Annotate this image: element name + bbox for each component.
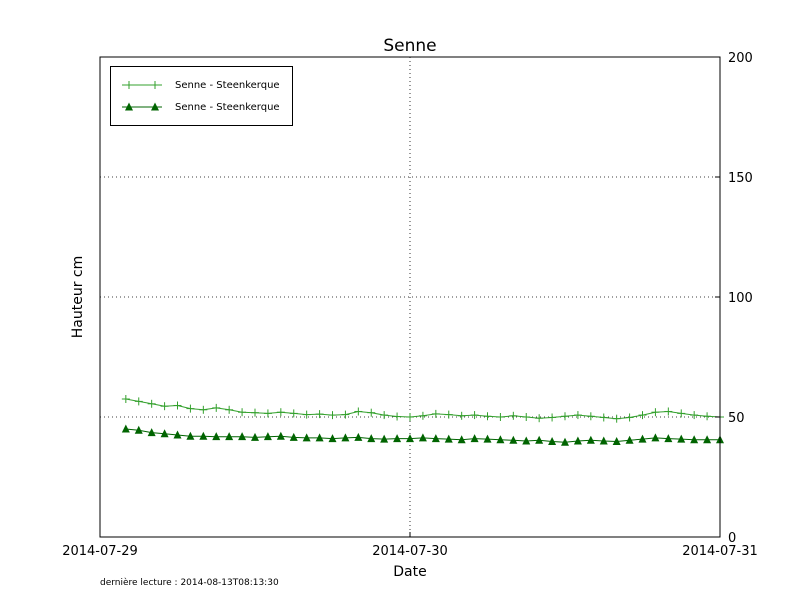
svg-text:100: 100 xyxy=(728,291,753,306)
svg-text:2014-07-31: 2014-07-31 xyxy=(682,544,758,559)
legend-triangle-marker-sample-icon xyxy=(122,102,162,111)
svg-text:2014-07-29: 2014-07-29 xyxy=(62,544,138,559)
legend-plus-marker-sample-icon xyxy=(122,81,162,89)
legend-entry: Senne - Steenkerque xyxy=(119,74,280,96)
legend-entry: Senne - Steenkerque xyxy=(119,96,280,118)
y-axis-label: Hauteur cm xyxy=(70,255,86,339)
svg-text:2014-07-30: 2014-07-30 xyxy=(372,544,448,559)
svg-text:150: 150 xyxy=(728,171,753,186)
svg-text:0: 0 xyxy=(728,531,736,546)
legend-entry-label: Senne - Steenkerque xyxy=(175,101,280,113)
svg-text:200: 200 xyxy=(728,51,753,66)
legend: Senne - Steenkerque Senne - Steenkerque xyxy=(110,66,293,126)
footnotes: dernière lecture : 2014-08-13T08:13:30 d… xyxy=(100,556,279,600)
chart-title: Senne xyxy=(383,36,437,56)
svg-text:50: 50 xyxy=(728,411,745,426)
x-axis-label: Date xyxy=(393,564,427,580)
footnote-last-reading: dernière lecture : 2014-08-13T08:13:30 xyxy=(100,578,279,588)
legend-entry-label: Senne - Steenkerque xyxy=(175,79,280,91)
